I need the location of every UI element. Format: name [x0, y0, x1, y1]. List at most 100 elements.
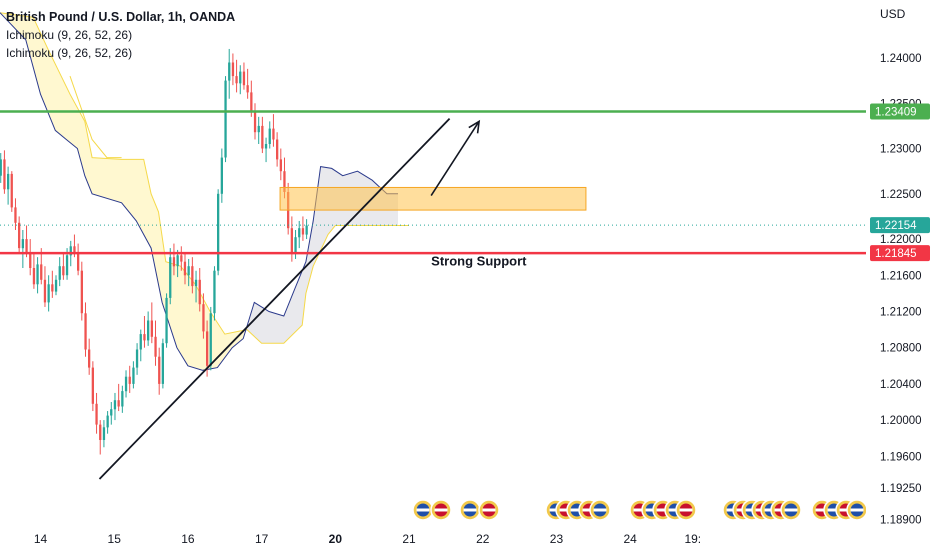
candle-body	[32, 268, 36, 285]
candle-body	[47, 284, 50, 303]
candle-body	[172, 257, 176, 267]
candle-body	[183, 261, 187, 276]
candle-body	[246, 85, 249, 93]
event-flag-icon[interactable]	[780, 499, 802, 521]
chart-legend: British Pound / U.S. Dollar, 1h, OANDA I…	[6, 8, 235, 62]
candle-body	[84, 313, 87, 350]
candle-body	[301, 228, 305, 235]
plot-area[interactable]	[0, 0, 866, 528]
candle-body	[80, 270, 83, 314]
candle-body	[283, 171, 286, 192]
candle-body	[276, 139, 279, 160]
candle-body	[21, 239, 24, 249]
candle-body	[7, 173, 10, 190]
candle-body	[228, 62, 231, 81]
x-tick-label: 15	[108, 532, 122, 546]
price-label-text: 1.22154	[875, 220, 917, 232]
candle-body	[231, 62, 235, 77]
y-tick-label: 1.20000	[880, 415, 922, 427]
event-flag-icon[interactable]	[846, 499, 868, 521]
ichimoku-span-b-line	[0, 12, 398, 371]
trendline[interactable]	[98, 118, 451, 480]
indicator-legend-1[interactable]: Ichimoku (9, 26, 52, 26)	[6, 28, 133, 42]
event-flag-icon[interactable]	[430, 499, 452, 521]
candle-body	[0, 159, 2, 176]
symbol-title[interactable]: British Pound / U.S. Dollar, 1h, OANDA	[6, 10, 236, 24]
projection-arrow-line[interactable]	[430, 120, 480, 197]
x-tick-label: 14	[34, 532, 48, 546]
candle-body	[3, 159, 6, 190]
candle-body	[264, 144, 268, 149]
candle-body	[51, 284, 54, 292]
candle-body	[40, 264, 43, 280]
event-flag-icon[interactable]	[675, 499, 697, 521]
candle-body	[29, 252, 32, 268]
candle-body	[91, 367, 94, 404]
candle-body	[213, 270, 216, 314]
y-tick-label: 1.18900	[880, 515, 922, 527]
price-label-tag	[870, 217, 930, 234]
candle-body	[121, 391, 124, 407]
candle-body	[298, 228, 301, 238]
y-tick-label: 1.22500	[880, 189, 922, 201]
candle-body	[135, 349, 139, 368]
x-tick-label: 21	[402, 532, 416, 546]
y-tick-label: 1.20800	[880, 343, 922, 355]
candle-body	[235, 76, 238, 84]
y-tick-label: 1.22000	[880, 234, 922, 246]
event-flag-icon[interactable]	[589, 499, 611, 521]
candle-body	[154, 336, 157, 357]
y-tick-label: 1.19600	[880, 451, 922, 463]
candle-body	[95, 403, 98, 425]
event-flag-icon[interactable]	[459, 499, 481, 521]
candle-body	[176, 255, 179, 267]
candle-body	[88, 349, 91, 368]
price-label-text: 1.23409	[875, 107, 917, 119]
annotation-strong-support: Strong Support	[431, 253, 527, 268]
x-tick-label: 19:	[684, 532, 701, 546]
projection-arrow-head	[468, 119, 481, 134]
ichimoku-cloud-segment	[0, 12, 245, 371]
candle-body	[99, 424, 102, 440]
ichimoku-kijun-line	[69, 75, 122, 159]
y-tick-label: 1.23000	[880, 144, 922, 156]
candle-body	[43, 279, 47, 303]
candle-body	[239, 71, 242, 84]
candle-body	[250, 92, 253, 113]
candle-body	[180, 255, 183, 262]
candle-body	[132, 367, 135, 384]
candle-body	[73, 246, 76, 253]
indicator-legend-2[interactable]: Ichimoku (9, 26, 52, 26)	[6, 46, 133, 60]
y-tick-label: 1.24000	[880, 53, 922, 65]
candle-body	[143, 334, 146, 341]
candle-body	[191, 266, 194, 287]
candle-body	[202, 304, 205, 332]
candle-body	[139, 334, 142, 350]
x-tick-label: 16	[181, 532, 195, 546]
price-axis[interactable]	[866, 0, 932, 550]
candle-body	[279, 159, 282, 172]
candle-body	[198, 279, 201, 305]
highlight-zone[interactable]	[279, 186, 587, 211]
candle-body	[25, 239, 28, 253]
event-flag-icon[interactable]	[478, 499, 500, 521]
candle-body	[224, 80, 227, 158]
candle-body	[290, 228, 293, 253]
candle-body	[18, 222, 21, 249]
candle-body	[10, 173, 13, 208]
time-axis[interactable]	[0, 528, 866, 550]
candle-body	[54, 279, 58, 292]
candle-body	[272, 128, 275, 140]
candle-body	[261, 125, 264, 149]
candle-body	[36, 264, 39, 285]
candle-body	[14, 207, 17, 223]
candle-body	[62, 266, 65, 276]
candle-body	[117, 400, 120, 407]
candle-body	[147, 320, 150, 341]
price-label-tag	[870, 103, 930, 120]
candle-body	[65, 255, 69, 276]
y-tick-label: 1.19250	[880, 483, 922, 495]
event-flag-icon[interactable]	[412, 499, 434, 521]
candle-body	[128, 376, 131, 384]
